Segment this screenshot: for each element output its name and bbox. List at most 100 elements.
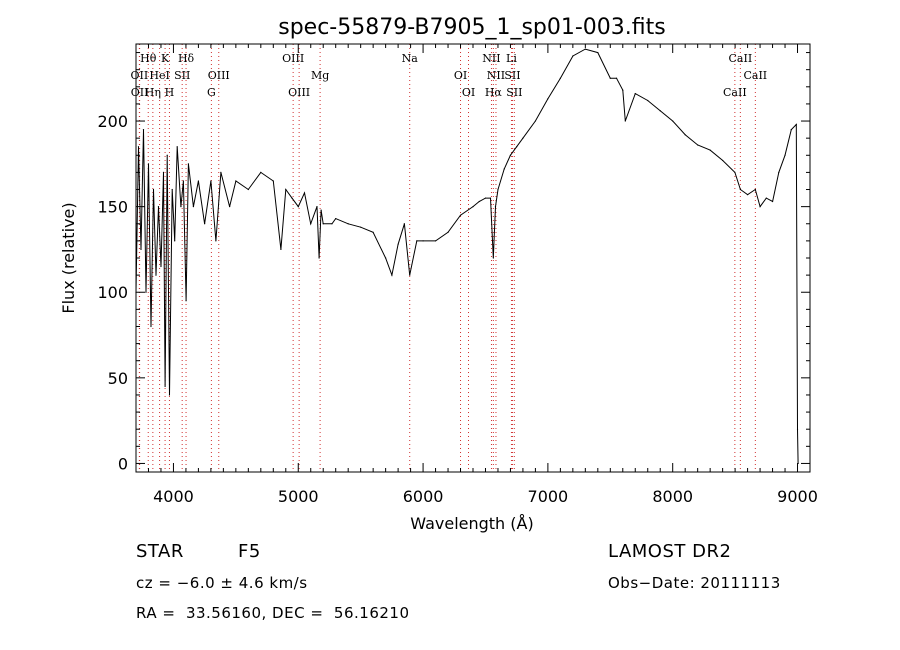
spectrum-point-0-90 xyxy=(754,188,756,191)
line-label-14: Na xyxy=(402,52,419,65)
line-label-3: OII xyxy=(131,69,149,82)
spectrum-point-0-18 xyxy=(180,206,182,208)
spectrum-point-0-11 xyxy=(162,171,165,173)
spectrum-point-0-66 xyxy=(509,154,512,156)
line-label-11: OIII xyxy=(282,52,304,65)
line-label-15: OI xyxy=(454,69,467,82)
spectrum-point-0-74 xyxy=(597,51,599,54)
x-tick-label-1: 5000 xyxy=(278,487,319,506)
spectrum-point-0-45 xyxy=(347,223,349,225)
spectrum-point-0-37 xyxy=(303,192,306,194)
line-label-21: Hα xyxy=(485,86,503,99)
spectrum-point-0-53 xyxy=(416,240,418,242)
spectrum-point-0-19 xyxy=(182,180,185,182)
plot-frame xyxy=(135,43,811,473)
spectrum-point-0-26 xyxy=(215,240,217,242)
spectrum-point-0-65 xyxy=(503,168,505,170)
spectrum-point-0-27 xyxy=(220,171,222,173)
spectrum-point-0-47 xyxy=(372,231,374,233)
y-tick-label-3: 150 xyxy=(97,198,128,217)
y-tick-label-0: 0 xyxy=(118,454,128,473)
spectrum-point-0-44 xyxy=(335,218,337,220)
y-tick-label-4: 200 xyxy=(97,112,128,131)
spectrum-point-0-33 xyxy=(280,248,282,251)
spectrum-point-0-83 xyxy=(684,134,686,136)
spectrum-point-0-86 xyxy=(722,159,724,162)
spectrum-point-0-71 xyxy=(559,77,561,79)
spectrum-point-0-51 xyxy=(403,223,405,225)
series-layer xyxy=(135,48,799,465)
spectrum-point-0-97 xyxy=(795,123,797,126)
spectrum-point-0-25 xyxy=(210,180,212,182)
spectrum-point-0-24 xyxy=(204,223,206,225)
spectrum-point-0-7 xyxy=(152,188,155,191)
spectrum-point-0-2 xyxy=(140,248,142,251)
spectrum-point-0-58 xyxy=(472,206,474,208)
y-tick-label-1: 50 xyxy=(108,369,128,388)
spectrum-point-0-16 xyxy=(174,240,176,242)
x-tick-label-2: 6000 xyxy=(403,487,444,506)
line-label-5: SII xyxy=(174,69,190,82)
y-axis-label: Flux (relative) xyxy=(59,202,78,313)
spectrum-point-0-91 xyxy=(759,206,761,208)
line-label-4: HeI xyxy=(149,69,169,82)
line-label-16: OI xyxy=(462,86,475,99)
spectrum-point-0-12 xyxy=(164,385,166,387)
line-label-0: Hθ xyxy=(140,52,157,65)
spectrum-point-0-55 xyxy=(434,240,437,242)
spectrum-point-0-80 xyxy=(647,99,649,102)
spectrum-point-0-23 xyxy=(197,180,200,182)
spectrum-point-0-88 xyxy=(739,188,741,191)
spectrum-point-0-32 xyxy=(272,180,274,182)
spectrum-point-0-36 xyxy=(297,206,299,208)
line-label-12: OIII xyxy=(288,86,310,99)
spectrum-point-0-20 xyxy=(185,300,187,302)
spectrum-point-0-60 xyxy=(484,197,487,199)
spectrum-point-0-82 xyxy=(672,120,674,122)
spectrum-point-0-64 xyxy=(497,188,499,191)
spectrum-point-0-42 xyxy=(322,223,324,225)
line-label-24: CaII xyxy=(743,69,767,82)
spectrum-point-0-34 xyxy=(285,188,287,191)
line-label-7: Hη xyxy=(145,86,161,99)
spectrum-point-0-95 xyxy=(784,154,786,156)
spectrum-point-0-70 xyxy=(547,98,549,100)
spectrum-point-0-39 xyxy=(316,206,318,208)
survey-name: LAMOST DR2 xyxy=(608,541,732,562)
spectrum-point-0-84 xyxy=(697,144,699,146)
line-label-10: G xyxy=(207,86,216,99)
spectrum-point-0-93 xyxy=(771,200,774,203)
spectrum-point-0-38 xyxy=(310,223,312,225)
line-label-18: Li xyxy=(506,52,517,65)
spectrum-point-0-75 xyxy=(609,77,611,79)
spectrum-point-0-29 xyxy=(235,180,237,182)
line-label-22: SII xyxy=(506,86,522,99)
spectrum-point-0-3 xyxy=(142,129,145,131)
spectrum-point-0-40 xyxy=(318,257,320,259)
spectrum-point-0-56 xyxy=(447,231,449,233)
line-label-6: OII xyxy=(131,86,149,99)
y-axis: 0 50 100 150 200 xyxy=(97,52,810,473)
spectrum-point-0-15 xyxy=(171,188,173,191)
x-tick-label-5: 9000 xyxy=(777,487,818,506)
x-tick-label-0: 4000 xyxy=(153,487,194,506)
emission-line-markers xyxy=(138,44,756,472)
spectrum-point-0-59 xyxy=(478,200,480,203)
x-axis: 4000 5000 6000 7000 8000 9000 xyxy=(135,44,818,506)
spectrum-point-0-87 xyxy=(734,171,736,173)
spectrum-point-0-41 xyxy=(320,209,322,211)
spectrum-point-0-22 xyxy=(192,206,195,208)
spectrum-point-0-5 xyxy=(147,163,150,165)
x-tick-label-3: 7000 xyxy=(528,487,569,506)
spectrum-point-0-9 xyxy=(157,206,160,208)
spectrum-point-0-4 xyxy=(145,291,147,293)
line-label-1: K xyxy=(161,52,170,65)
y-tick-label-2: 100 xyxy=(97,283,128,302)
spectrum-point-0-89 xyxy=(746,194,749,196)
spectrum-point-0-28 xyxy=(229,206,231,208)
spectrum-point-0-14 xyxy=(168,394,171,396)
spectrum-point-0-73 xyxy=(584,48,586,50)
spectrum-point-0-35 xyxy=(291,197,293,199)
